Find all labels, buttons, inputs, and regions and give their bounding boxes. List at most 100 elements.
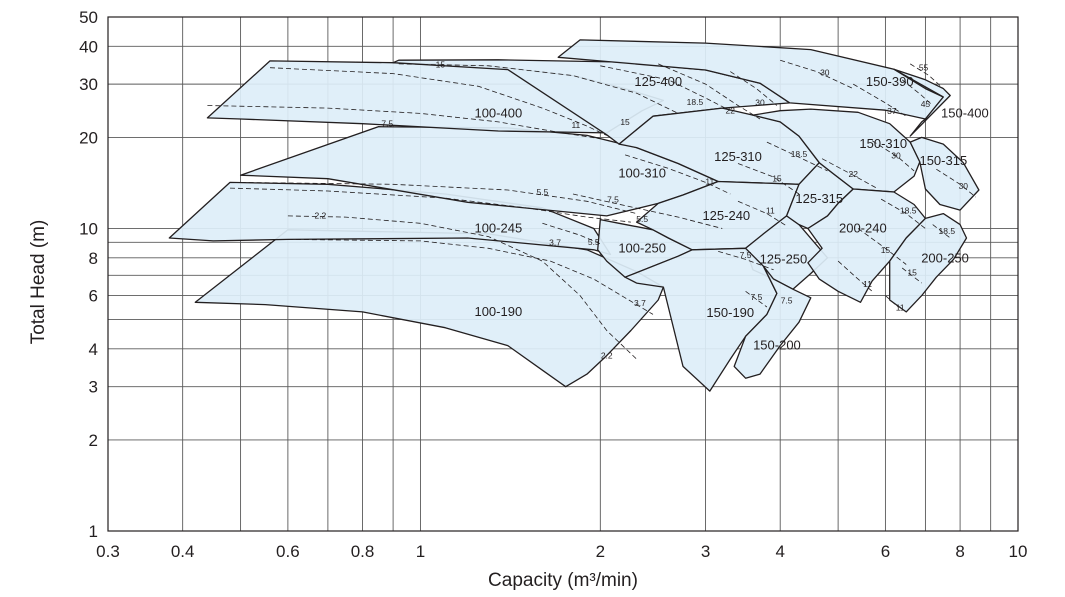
pump-label-150-200: 150-200 <box>753 338 801 353</box>
x-tick-label: 2 <box>596 542 605 561</box>
pump-area-150-315 <box>909 136 980 211</box>
motor-label: 7.5 <box>751 292 763 302</box>
motor-label: 22 <box>726 105 736 115</box>
pump-label-100-250: 100-250 <box>618 240 666 255</box>
motor-label: 11 <box>571 120 580 130</box>
motor-label: 18.5 <box>687 97 704 107</box>
motor-label: 7.5 <box>607 194 619 204</box>
motor-label: 7.5 <box>381 119 393 129</box>
motor-curve-30 <box>780 59 854 89</box>
motor-labels: 2.2 2.2 3.7 3.7 5.5 5.5 5.5 7.5 7.5 7.5 7.5 7.5 11 11… <box>314 60 968 361</box>
motor-label: 37 <box>887 106 897 116</box>
motor-label: 5.5 <box>636 214 648 224</box>
pump-label-125-250: 125-250 <box>760 251 808 266</box>
motor-curve-22 <box>658 63 761 120</box>
motor-curve-18.5 <box>766 141 828 172</box>
motor-label: 30 <box>820 68 830 78</box>
pump-label-150-400: 150-400 <box>941 105 989 120</box>
x-tick-label: 0.4 <box>171 542 195 561</box>
motor-curve-55 <box>909 63 944 89</box>
motor-curve-11 <box>737 200 787 227</box>
y-axis-title: Total Head (m) <box>28 220 49 345</box>
y-tick-label: 20 <box>79 128 98 147</box>
y-tick-label: 40 <box>79 37 98 56</box>
motor-curve-18.5 <box>600 65 731 112</box>
motor-label: 30 <box>755 97 765 107</box>
x-tick-label: 1 <box>416 542 425 561</box>
x-tick-label: 0.8 <box>351 542 375 561</box>
pump-label-200-250: 200-250 <box>921 251 969 266</box>
motor-label: 18.5 <box>900 206 917 216</box>
motor-label: 15 <box>436 60 446 70</box>
motor-label: 2.2 <box>314 210 326 220</box>
motor-label: 18.5 <box>791 149 808 159</box>
motor-curve-7.5 <box>718 251 774 271</box>
motor-curve-15 <box>737 163 800 195</box>
pump-label-150-390: 150-390 <box>866 74 914 89</box>
pump-label-100-310: 100-310 <box>618 165 666 180</box>
motor-curve-18.5 <box>880 198 926 229</box>
pump-area-200-250 <box>889 212 968 313</box>
motor-curve-37 <box>852 83 907 117</box>
pump-label-150-310: 150-310 <box>859 136 907 151</box>
pump-label-100-245: 100-245 <box>474 220 522 235</box>
y-tick-label: 50 <box>79 8 98 27</box>
motor-label: 30 <box>959 181 969 191</box>
plot-frame <box>107 16 1019 532</box>
motor-curve-7.5 <box>572 193 723 229</box>
motor-curve-11 <box>885 295 899 308</box>
pump-label-100-400: 100-400 <box>474 105 522 120</box>
pump-label-150-315: 150-315 <box>919 153 967 168</box>
y-tick-label: 10 <box>79 219 98 238</box>
motor-label: 55 <box>919 62 929 72</box>
motor-label: 15 <box>907 267 917 277</box>
motor-curve-11 <box>269 67 607 136</box>
motor-label: 22 <box>849 169 859 179</box>
y-tick-label: 2 <box>89 431 98 450</box>
motor-label: 3.7 <box>634 298 646 308</box>
pump-area-150-200 <box>733 265 812 379</box>
motor-label: 11 <box>766 206 775 216</box>
motor-curve-7.5 <box>745 290 768 308</box>
motor-curve-30 <box>936 168 977 198</box>
motor-curve-45 <box>901 79 933 106</box>
motor-curve-3.7 <box>287 239 654 315</box>
pump-label-125-315: 125-315 <box>795 191 843 206</box>
motor-label: 5.5 <box>537 187 549 197</box>
x-tick-label: 4 <box>775 542 784 561</box>
y-tick-label: 6 <box>89 287 98 306</box>
x-tick-label: 8 <box>955 542 964 561</box>
motor-label: 30 <box>891 151 901 161</box>
pump-area-150-400 <box>893 68 951 137</box>
x-axis-title: Capacity (m³/min) <box>488 570 638 591</box>
motor-label: 3.7 <box>549 237 561 247</box>
motor-label: 11 <box>896 303 905 313</box>
x-tick-label: 10 <box>1009 542 1028 561</box>
y-tick-label: 30 <box>79 75 98 94</box>
motor-label: 7.5 <box>740 250 752 260</box>
motor-label: 15 <box>881 245 891 255</box>
motor-curve-11 <box>837 260 873 292</box>
pump-areas <box>168 39 980 392</box>
motor-label: 11 <box>705 176 714 186</box>
pump-label-125-240: 125-240 <box>702 208 750 223</box>
motor-label: 15 <box>772 173 782 183</box>
y-tick-label: 4 <box>89 340 98 359</box>
motor-curve-15 <box>398 63 679 114</box>
motor-curve-5.5 <box>229 187 631 223</box>
x-tick-label: 0.3 <box>96 542 120 561</box>
pump-label-125-310: 125-310 <box>714 149 762 164</box>
motor-label: 11 <box>863 279 872 289</box>
pump-label-150-190: 150-190 <box>706 305 754 320</box>
motor-curve-15 <box>857 228 907 265</box>
motor-label: 45 <box>921 99 931 109</box>
motor-label: 7.5 <box>781 295 793 305</box>
y-tick-label: 8 <box>89 249 98 268</box>
pump-label-125-400: 125-400 <box>634 74 682 89</box>
pump-area-150-310 <box>752 108 921 193</box>
motor-curve-11 <box>624 154 731 195</box>
motor-curve-7.5 <box>207 105 601 140</box>
motor-curve-15 <box>901 267 922 284</box>
